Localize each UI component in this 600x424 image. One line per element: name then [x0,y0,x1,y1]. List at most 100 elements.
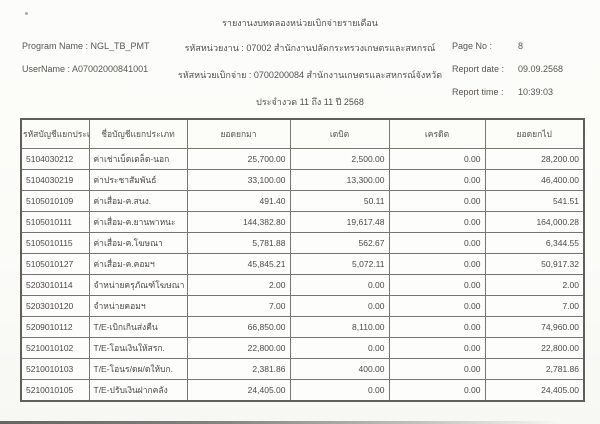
page-no-label: Page No : [452,41,493,51]
brought-forward-cell: 491.40 [186,190,291,212]
agency-code-line: รหัสหน่วยงาน : 07002 สำนักงานปลัดกระทรวง… [184,43,436,53]
credit-cell: 0.00 [388,211,486,233]
account-code-cell: 5203010114 [20,274,90,296]
report-date-label: Report date : [452,64,505,74]
debit-cell: 2,500.00 [289,148,390,170]
username-line: UserName : A07002000841001 [22,64,149,74]
header-center-block: รหัสหน่วยงาน : 07002 สำนักงานปลัดกระทรวง… [150,41,470,122]
column-header-debit: เดบิต [289,118,390,149]
account-name-cell: T/E-ปรับเงินฝากคลัง [88,379,188,402]
program-name-line: Program Name : NGL_TB_PMT [22,41,150,51]
debit-cell: 0.00 [289,295,390,317]
table-row: 5104030212 ค่าเช่าเบ็ดเตล็ด-นอก 25,700.00 2… [20,148,585,170]
carried-forward-cell: 22,800.00 [484,337,585,359]
debit-cell: 5,072.11 [289,253,390,275]
report-date-value: 09.09.2568 [518,64,564,74]
table-row: 5209010112 T/E-เบิกเกินส่งคืน 66,850.00 8,1… [20,316,585,338]
table-row: 5104030219 ค่าประชาสัมพันธ์ 33,100.00 13,30… [20,169,585,191]
account-name-cell: T/E-โอนเงินให้สรก. [88,337,188,359]
brought-forward-cell: 24,405.00 [186,379,291,402]
account-name-cell: จำหน่ายคอมฯ [88,295,188,317]
table-row: 5203010114 จำหน่ายครุภัณฑ์โฆษณา 2.00 0.00 0.… [20,274,585,296]
debit-cell: 400.00 [289,358,390,380]
account-code-cell: 5105010127 [20,253,90,275]
brought-forward-cell: 22,800.00 [186,337,291,359]
debit-cell: 8,110.00 [289,316,390,338]
brought-forward-cell: 45,845.21 [186,253,291,275]
table-row: 5203010120 จำหน่ายคอมฯ 7.00 0.00 0.00 7.00 [20,295,585,317]
period-line: ประจำงวด 11 ถึง 11 ปี 2568 [256,97,364,107]
brought-forward-cell: 25,700.00 [186,148,291,170]
account-name-cell: T/E-โอนร/ดผ/ดให้บก. [88,358,188,380]
debit-cell: 13,300.00 [289,169,390,191]
debit-cell: 0.00 [289,337,390,359]
credit-cell: 0.00 [388,274,486,296]
brought-forward-cell: 7.00 [186,295,291,317]
column-header-account-code: รหัสบัญชีแยกประเภท [20,118,90,149]
account-name-cell: T/E-เบิกเกินส่งคืน [88,316,188,338]
account-name-cell: จำหน่ายครุภัณฑ์โฆษณา [88,274,188,296]
table-row: 5105010111 ค่าเสื่อม-ค.ยานพาหนะ 144,382.80… [20,211,585,233]
table-row: 5105010127 ค่าเสื่อม-ค.คอมฯ 45,845.21 5,072… [20,253,585,275]
debit-cell: 50.11 [289,190,390,212]
debit-cell: 562.67 [289,232,390,254]
account-name-cell: ค่าประชาสัมพันธ์ [88,169,188,191]
credit-cell: 0.00 [388,253,486,275]
credit-cell: 0.00 [388,169,486,191]
table-row: 5105010115 ค่าเสื่อม-ค.โฆษณา 5,781.88 562.6… [20,232,585,254]
account-code-cell: 5104030212 [20,148,90,170]
carried-forward-cell: 2.00 [484,274,585,296]
debit-cell: 0.00 [289,274,390,296]
credit-cell: 0.00 [388,316,486,338]
brought-forward-cell: 33,100.00 [186,169,291,191]
column-header-brought-forward: ยอดยกมา [186,118,291,149]
table-row: 5105010109 ค่าเสื่อม-ค.สนง. 491.40 50.11 0.0… [20,190,585,212]
brought-forward-cell: 144,382.80 [186,211,291,233]
brought-forward-cell: 2.00 [186,274,291,296]
carried-forward-cell: 164,000.28 [484,211,585,233]
table-row: 5210010105 T/E-ปรับเงินฝากคลัง 24,405.00 0.… [20,379,585,402]
credit-cell: 0.00 [388,337,486,359]
carried-forward-cell: 46,400.00 [484,169,585,191]
account-code-cell: 5105010111 [20,211,90,233]
header-right-block: Page No : 8 Report date : 09.09.2568 Rep… [452,41,563,110]
report-time-label: Report time : [452,87,504,97]
trial-balance-table: รหัสบัญชีแยกประเภท ชื่อบัญชีแยกประเภท ยอ… [20,118,585,402]
account-code-cell: 5105010109 [20,190,90,212]
header-left-block: Program Name : NGL_TB_PMT UserName : A07… [22,41,150,87]
column-header-credit: เครดิต [388,118,486,149]
column-header-account-name: ชื่อบัญชีแยกประเภท [88,118,188,149]
debit-cell: 0.00 [289,379,390,402]
brought-forward-cell: 5,781.88 [186,232,291,254]
debit-cell: 19,617.48 [289,211,390,233]
scan-edge-smudge [0,421,562,424]
credit-cell: 0.00 [388,295,486,317]
account-code-cell: 5210010105 [20,379,90,402]
brought-forward-cell: 66,850.00 [186,316,291,338]
account-code-cell: 5104030219 [20,169,90,191]
table-header-row: รหัสบัญชีแยกประเภท ชื่อบัญชีแยกประเภท ยอ… [20,118,585,149]
carried-forward-cell: 50,917.32 [484,253,585,275]
disbursing-unit-line: รหัสหน่วยเบิกจ่าย : 0700200084 สำนักงานเ… [177,70,443,80]
account-name-cell: ค่าเสื่อม-ค.สนง. [88,190,188,212]
carried-forward-cell: 541.51 [484,190,585,212]
credit-cell: 0.00 [388,379,486,402]
table-row: 5210010103 T/E-โอนร/ดผ/ดให้บก. 2,381.86 400… [20,358,585,380]
table-body: 5104030212 ค่าเช่าเบ็ดเตล็ด-นอก 25,700.00 2… [20,148,585,402]
account-name-cell: ค่าเช่าเบ็ดเตล็ด-นอก [88,148,188,170]
account-name-cell: ค่าเสื่อม-ค.คอมฯ [88,253,188,275]
account-name-cell: ค่าเสื่อม-ค.โฆษณา [88,232,188,254]
carried-forward-cell: 74,960.00 [484,316,585,338]
credit-cell: 0.00 [388,358,486,380]
table-row: 5210010102 T/E-โอนเงินให้สรก. 22,800.00 0.0… [20,337,585,359]
carried-forward-cell: 24,405.00 [484,379,585,402]
credit-cell: 0.00 [388,148,486,170]
carried-forward-cell: 28,200.00 [484,148,585,170]
account-code-cell: 5209010112 [20,316,90,338]
carried-forward-cell: 6,344.55 [484,232,585,254]
brought-forward-cell: 2,381.86 [186,358,291,380]
page-no-value: 8 [518,41,524,51]
report-time-value: 10:39:03 [518,87,554,97]
account-code-cell: 5105010115 [20,232,90,254]
credit-cell: 0.00 [388,232,486,254]
